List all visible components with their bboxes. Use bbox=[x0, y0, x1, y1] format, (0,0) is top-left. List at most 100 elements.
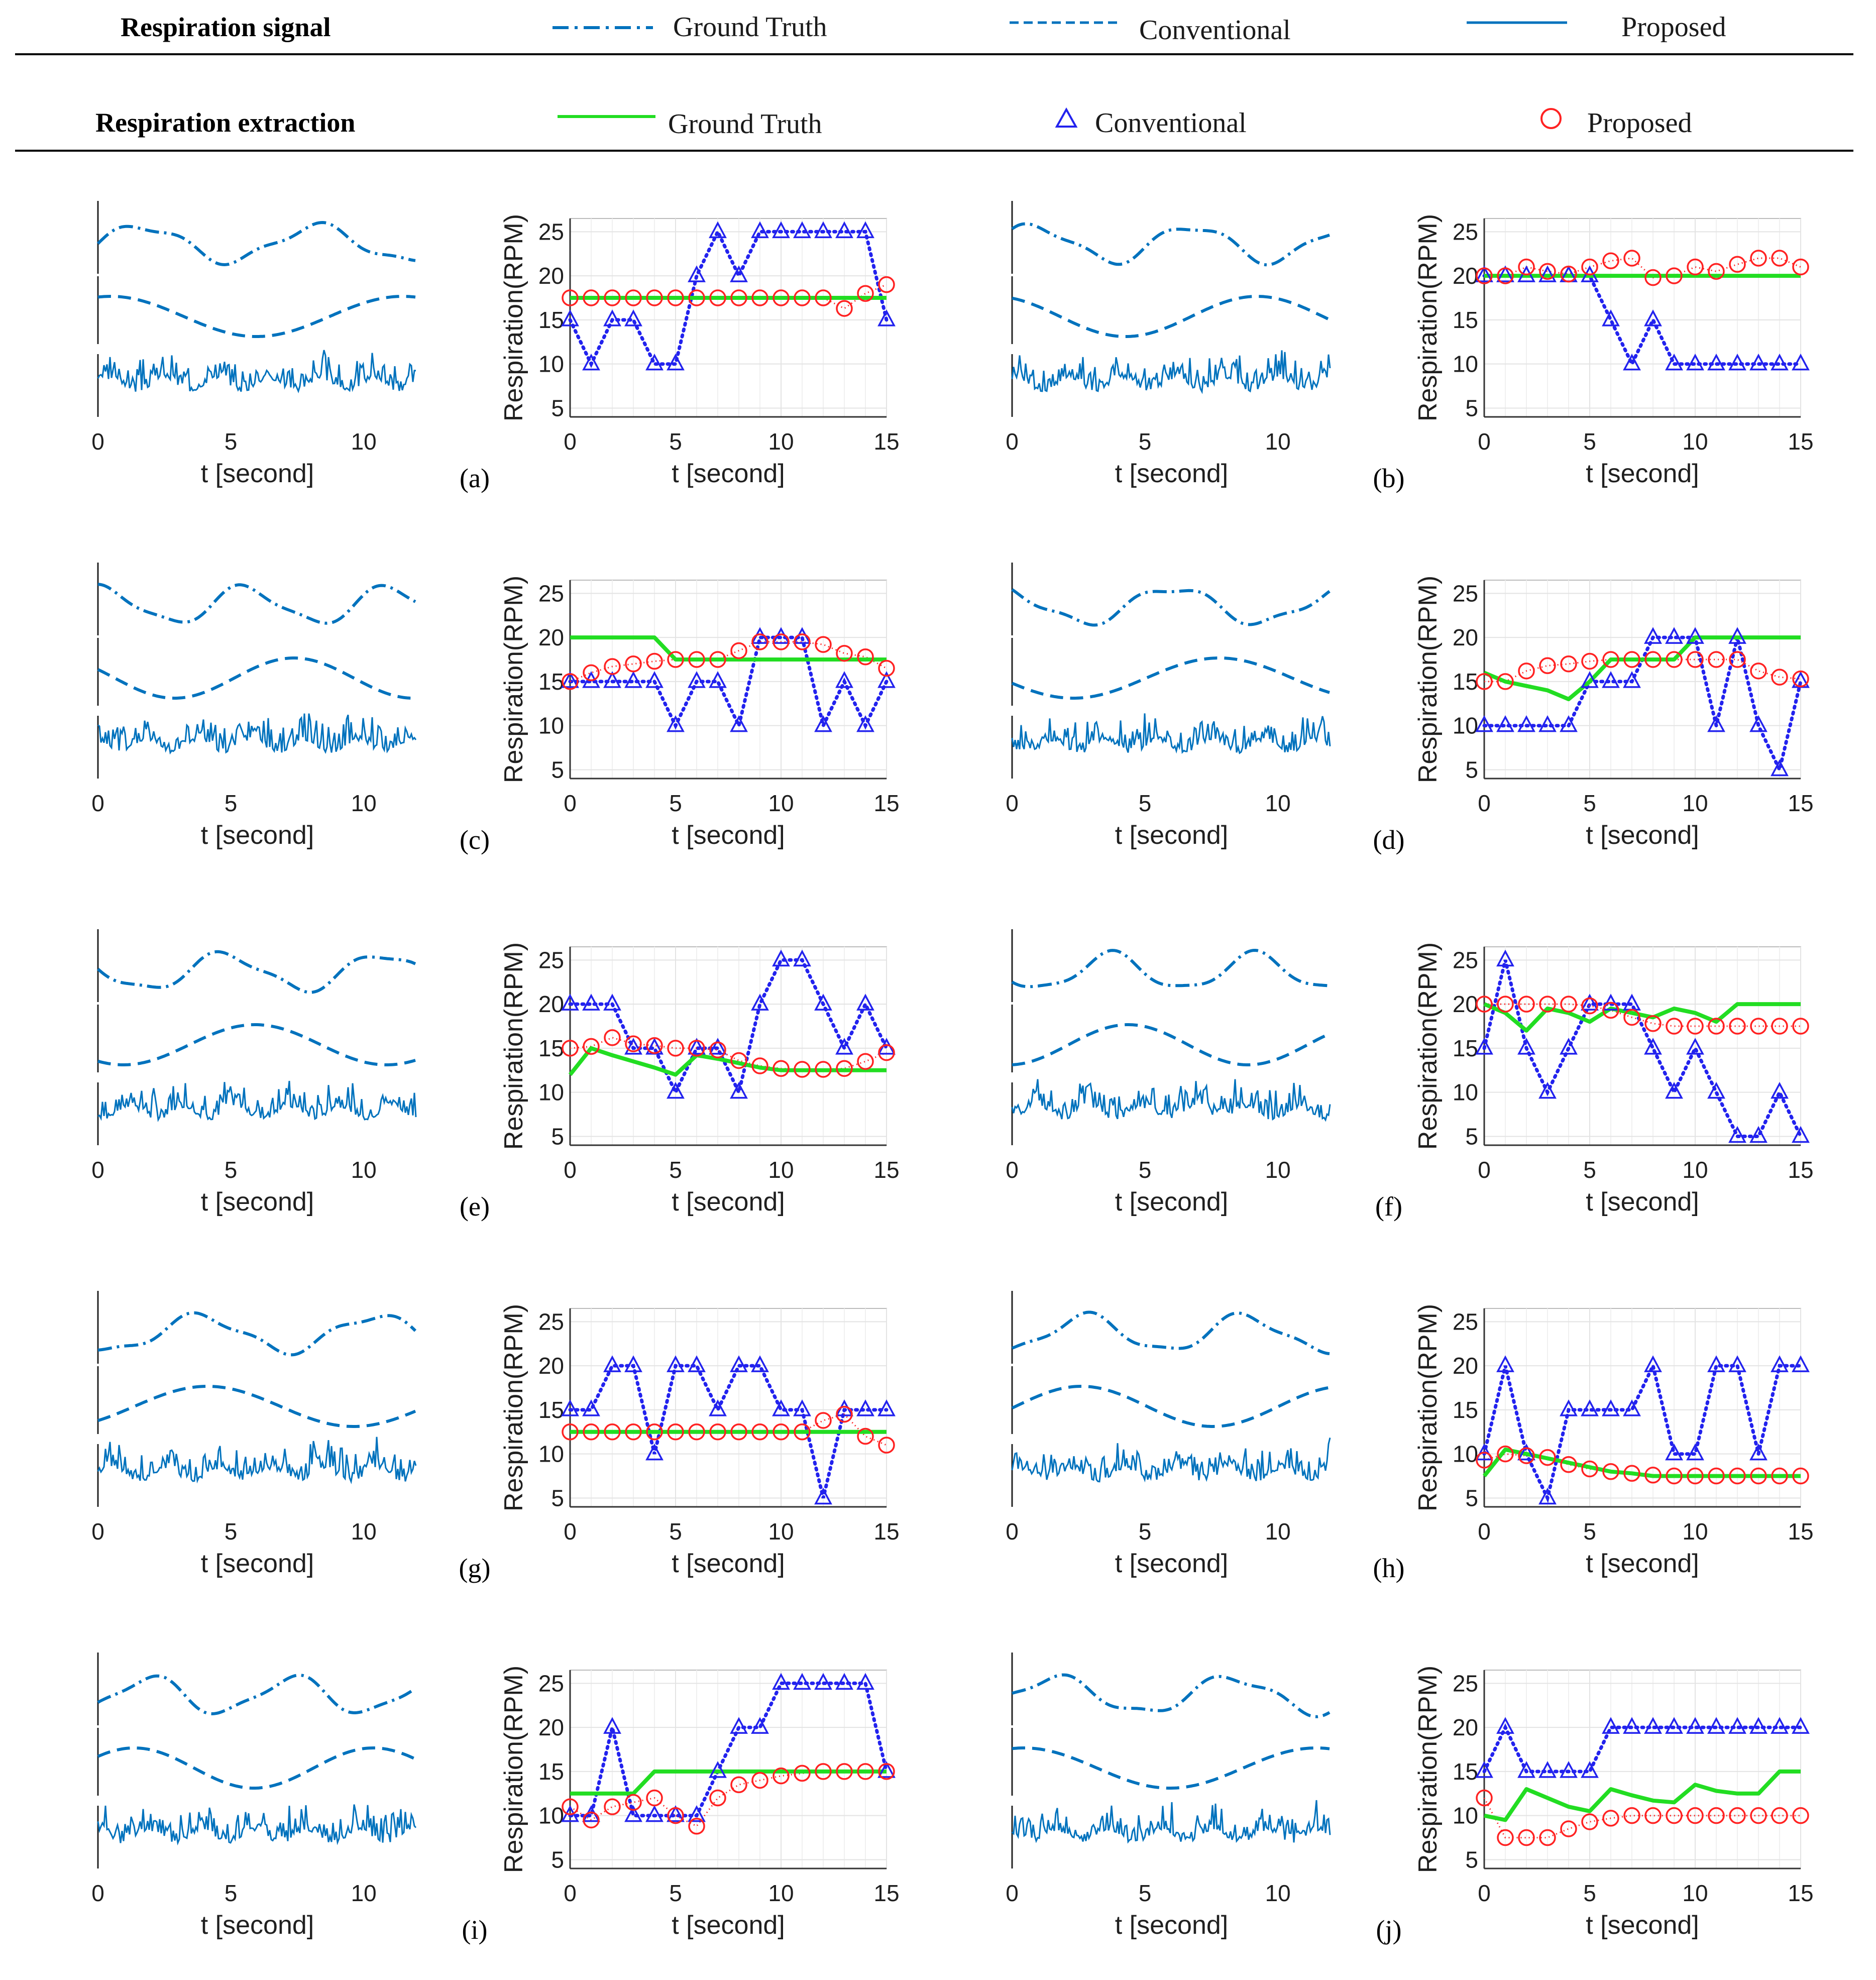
x-tick-label: 0 bbox=[1478, 790, 1491, 816]
conventional-point bbox=[877, 1399, 896, 1416]
proposed-point bbox=[709, 289, 726, 306]
proposed-point bbox=[1687, 258, 1704, 276]
proposed-point bbox=[773, 1767, 790, 1785]
proposed-point bbox=[604, 658, 621, 675]
proposed-point bbox=[1539, 1449, 1556, 1466]
conventional-point bbox=[1749, 715, 1768, 732]
signal-x-tick-label: 5 bbox=[225, 428, 238, 455]
proposed-point bbox=[1476, 1789, 1493, 1807]
proposed-line bbox=[570, 1771, 887, 1827]
proposed-point bbox=[1687, 1467, 1704, 1485]
signal-x-tick-label: 5 bbox=[1139, 1880, 1152, 1906]
proposed-point bbox=[857, 1053, 874, 1070]
conventional-point bbox=[1623, 671, 1641, 688]
conventional-point bbox=[1749, 1443, 1768, 1461]
conventional-point bbox=[1771, 1355, 1789, 1372]
ground-truth-line bbox=[568, 1046, 887, 1077]
conventional-point bbox=[1560, 1399, 1578, 1416]
conventional-point bbox=[856, 994, 874, 1011]
signal-x-tick-label: 0 bbox=[91, 1880, 104, 1906]
proposed-line bbox=[1484, 1003, 1801, 1027]
y-axis-label: Respiration(RPM) bbox=[499, 576, 528, 783]
panel-label: (j) bbox=[1376, 1915, 1402, 1945]
proposed-point bbox=[773, 1060, 790, 1077]
proposed-point bbox=[1476, 673, 1493, 690]
x-tick-label: 0 bbox=[1478, 428, 1491, 455]
proposed-point bbox=[646, 652, 663, 670]
plot-area bbox=[1484, 1670, 1801, 1869]
proposed-point bbox=[1750, 1467, 1767, 1485]
conventional-point bbox=[1792, 1355, 1810, 1372]
x-tick-label: 0 bbox=[1478, 1518, 1491, 1545]
conventional-point bbox=[1792, 353, 1810, 371]
proposed-point bbox=[730, 642, 747, 659]
conventional-point bbox=[624, 309, 642, 326]
conventional-point bbox=[688, 265, 706, 282]
plot-area bbox=[570, 218, 887, 417]
conventional-point bbox=[709, 1399, 727, 1416]
y-tick-label: 20 bbox=[538, 263, 564, 289]
proposed-point bbox=[688, 1817, 705, 1835]
y-tick-label: 15 bbox=[538, 669, 564, 695]
proposed-point bbox=[878, 659, 895, 677]
conventional-point bbox=[1517, 1038, 1535, 1055]
proposed-point bbox=[1729, 1467, 1746, 1485]
proposed-point bbox=[562, 1798, 579, 1815]
conventional-point bbox=[835, 1038, 853, 1055]
signal-x-tick-label: 10 bbox=[1265, 1157, 1291, 1183]
x-tick-label: 15 bbox=[873, 1157, 899, 1183]
conventional-point bbox=[1623, 1399, 1641, 1416]
signal-conventional-line bbox=[97, 295, 416, 338]
x-tick-label: 5 bbox=[669, 1880, 682, 1906]
signal-conventional-line bbox=[97, 1023, 416, 1066]
proposed-point bbox=[751, 1772, 768, 1789]
conventional-point bbox=[1517, 1443, 1535, 1461]
proposed-point bbox=[1666, 1467, 1683, 1485]
signal-ground-truth-line bbox=[96, 221, 416, 267]
conventional-point bbox=[1665, 1443, 1683, 1461]
proposed-point bbox=[1539, 996, 1556, 1013]
conventional-point bbox=[603, 671, 621, 688]
proposed-point bbox=[794, 289, 811, 306]
conventional-point bbox=[1475, 715, 1493, 732]
conventional-point bbox=[1707, 715, 1725, 732]
proposed-point bbox=[857, 1763, 874, 1780]
signal-x-tick-label: 10 bbox=[351, 790, 377, 816]
conventional-point bbox=[1686, 1717, 1704, 1734]
conventional-point bbox=[561, 1399, 579, 1416]
proposed-point bbox=[794, 633, 811, 650]
proposed-point bbox=[1644, 1015, 1662, 1032]
x-tick-label: 0 bbox=[564, 1880, 577, 1906]
conventional-point bbox=[688, 671, 706, 688]
conventional-point bbox=[645, 1443, 664, 1461]
proposed-point bbox=[730, 1423, 747, 1441]
proposed-point bbox=[688, 651, 705, 668]
proposed-point bbox=[1581, 1813, 1598, 1830]
proposed-point bbox=[836, 1763, 853, 1780]
y-tick-label: 25 bbox=[1453, 947, 1478, 973]
proposed-point bbox=[1623, 1807, 1640, 1824]
y-tick-label: 5 bbox=[551, 756, 564, 783]
x-axis-label: t [second] bbox=[672, 1187, 785, 1217]
x-tick-label: 15 bbox=[1788, 1157, 1813, 1183]
signal-x-tick-label: 10 bbox=[1265, 1518, 1291, 1545]
signal-proposed-line bbox=[1011, 1079, 1331, 1122]
x-axis-label: t [second] bbox=[672, 821, 785, 850]
proposed-point bbox=[604, 1798, 621, 1815]
x-axis-label: t [second] bbox=[672, 1911, 785, 1940]
conventional-point bbox=[582, 1399, 600, 1416]
conventional-point bbox=[1538, 1081, 1557, 1099]
proposed-point bbox=[1581, 1460, 1598, 1478]
y-axis-label: Respiration(RPM) bbox=[499, 214, 528, 421]
signal-x-axis-label: t [second] bbox=[1115, 1911, 1228, 1940]
x-tick-label: 10 bbox=[768, 428, 794, 455]
y-axis-label: Respiration(RPM) bbox=[1413, 576, 1443, 783]
conventional-point bbox=[667, 1081, 685, 1099]
proposed-point bbox=[1623, 1465, 1640, 1482]
conventional-line bbox=[568, 958, 889, 1098]
signal-x-axis-label: t [second] bbox=[1115, 1187, 1228, 1217]
y-tick-label: 5 bbox=[1465, 1123, 1478, 1149]
